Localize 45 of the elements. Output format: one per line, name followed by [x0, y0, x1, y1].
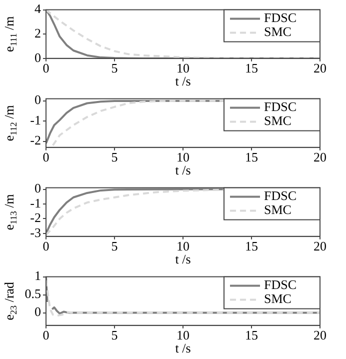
- legend-label: SMC: [264, 202, 292, 218]
- x-tick-label: 15: [245, 60, 258, 76]
- y-tick-label: -1: [30, 195, 41, 210]
- y-axis-title: e112 /m: [1, 105, 18, 142]
- x-axis-title: t /s: [175, 340, 191, 356]
- legend-label: FDSC: [264, 10, 297, 26]
- y-tick-label: 4: [34, 1, 42, 16]
- y-tick-label: 0.5: [24, 286, 41, 302]
- x-tick-label: 20: [314, 150, 326, 165]
- x-tick-label: 10: [176, 328, 190, 343]
- y-tick-label: 0: [34, 50, 41, 65]
- y-tick-label: -2: [30, 132, 41, 148]
- y-tick-label: 0: [34, 304, 41, 320]
- y-tick-label: -1: [30, 112, 41, 128]
- x-tick-label: 5: [111, 328, 118, 343]
- x-tick-label: 15: [245, 150, 258, 165]
- y-tick-label: 1: [34, 268, 41, 284]
- x-tick-label: 20: [314, 60, 326, 76]
- x-tick-label: 15: [245, 238, 258, 254]
- x-tick-label: 15: [245, 328, 258, 343]
- x-axis-title: t /s: [175, 251, 191, 266]
- legend-label: SMC: [264, 24, 292, 40]
- x-tick-label: 5: [111, 60, 118, 76]
- y-tick-label: 0: [34, 92, 41, 108]
- y-tick-label: 0: [34, 180, 41, 196]
- y-axis-title: e23 /rad: [1, 281, 18, 320]
- legend-label: SMC: [264, 113, 292, 128]
- x-tick-label: 10: [176, 150, 190, 165]
- x-tick-label: 20: [314, 238, 326, 254]
- legend-label: FDSC: [264, 188, 297, 204]
- y-tick-label: 2: [34, 26, 41, 41]
- y-axis-title: e113 /m: [1, 194, 18, 230]
- x-axis-title: t /s: [175, 73, 191, 88]
- y-tick-label: -3: [30, 224, 41, 240]
- legend-label: FDSC: [264, 277, 297, 292]
- x-axis-title: t /s: [175, 162, 191, 178]
- x-tick-label: 10: [176, 238, 190, 254]
- legend-label: SMC: [264, 291, 292, 306]
- x-tick-label: 5: [111, 238, 118, 254]
- x-tick-label: 5: [111, 150, 118, 165]
- y-tick-label: -2: [30, 210, 41, 226]
- x-tick-label: 20: [314, 328, 326, 343]
- x-tick-label: 10: [176, 60, 190, 76]
- legend-label: FDSC: [264, 99, 297, 114]
- y-axis-title: e111 /m: [1, 16, 18, 52]
